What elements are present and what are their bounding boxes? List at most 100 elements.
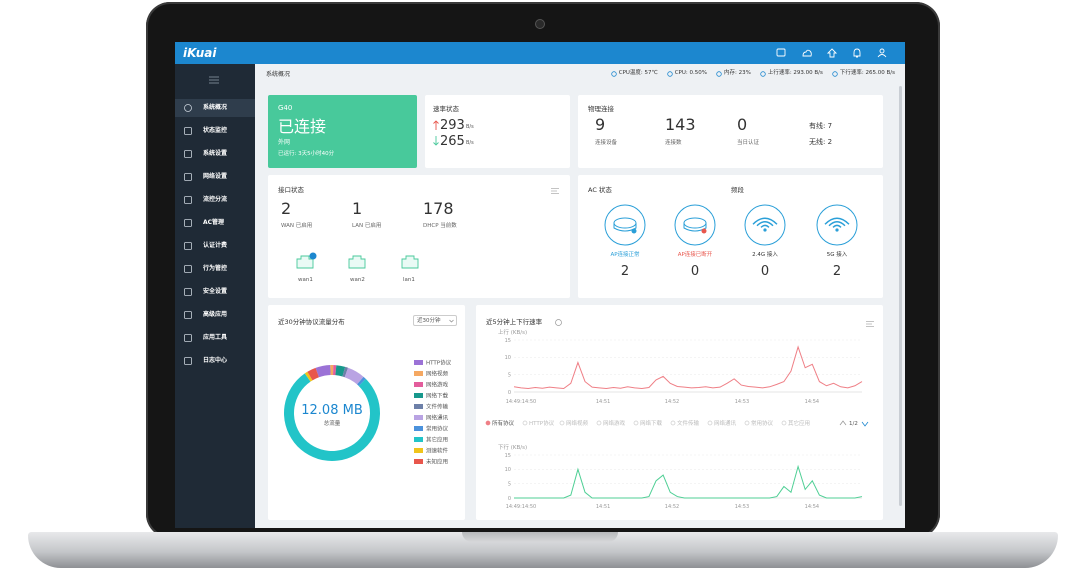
legend-label: 测速软件 <box>426 447 449 455</box>
menu-label: 行为管控 <box>203 265 228 272</box>
status-item: 内存: 23% <box>716 71 751 77</box>
menu-icon <box>184 104 192 112</box>
menu-label: 认证计费 <box>203 242 228 249</box>
legend-label[interactable]: 所有协议 <box>492 419 515 427</box>
legend-marker <box>744 420 750 426</box>
pager-next[interactable] <box>861 421 869 427</box>
legend-label: HTTP协议 <box>426 359 452 367</box>
legend-label: 常用协议 <box>426 425 449 433</box>
port-badge <box>309 252 317 260</box>
speed-line <box>514 464 863 499</box>
menu-item[interactable]: 应用工具 <box>175 329 255 347</box>
x-tick-label: 14:54 <box>805 399 819 405</box>
rate-value: 265 <box>440 134 465 149</box>
legend-label: 未知应用 <box>426 458 448 466</box>
menu-item[interactable]: AC管理 <box>175 214 255 232</box>
menu-toggle[interactable] <box>209 76 219 84</box>
icon-shape <box>184 219 192 227</box>
card-menu[interactable] <box>866 321 874 327</box>
icon-shape <box>716 71 722 77</box>
menu-item[interactable]: 行为管控 <box>175 260 255 278</box>
status-item: 下行速率: 265.00 B/s <box>832 71 895 77</box>
wifi-arc <box>756 221 774 227</box>
menu-icon <box>184 196 192 204</box>
breadcrumb: 系统概况 <box>266 71 291 78</box>
toolbar-icon[interactable] <box>776 48 786 58</box>
ap-shape <box>613 223 637 232</box>
status-text: 上行速率: 293.00 B/s <box>767 70 823 77</box>
icon-shape <box>776 48 786 57</box>
y-tick-label: 10 <box>505 467 511 473</box>
ap-shape <box>683 223 707 232</box>
menu-label: 流控分流 <box>203 196 228 203</box>
range-dropdown[interactable]: 近30分钟 <box>413 315 457 326</box>
toolbar-icon[interactable] <box>877 48 887 58</box>
card-title: 速率状态 <box>433 105 459 113</box>
status-text: CPU: 0.50% <box>674 70 707 77</box>
donut-segment <box>335 365 346 377</box>
status-item: CPU: 0.50% <box>667 71 707 77</box>
legend-marker <box>707 420 713 426</box>
toolbar-icon[interactable] <box>852 48 862 58</box>
y-tick-label: 5 <box>508 481 511 487</box>
wifi-dot <box>763 228 767 232</box>
stat-label: 连接数 <box>665 140 682 146</box>
menu-label: 安全设置 <box>203 288 228 295</box>
legend-label[interactable]: 其它应用 <box>788 419 810 427</box>
icon-shape <box>184 104 192 112</box>
stat-value: 1 <box>352 199 363 218</box>
ac-value: 0 <box>760 264 770 279</box>
menu-item[interactable]: 系统概况 <box>175 99 255 117</box>
menu-item[interactable]: 认证计费 <box>175 237 255 255</box>
icon-shape <box>184 150 192 158</box>
y-tick-label: 10 <box>505 355 511 361</box>
menu-item[interactable]: 安全设置 <box>175 283 255 301</box>
stat-label: DHCP 当前数 <box>423 223 457 229</box>
stat-value: 9 <box>595 115 606 134</box>
toolbar-icon[interactable] <box>802 48 812 58</box>
legend-label[interactable]: 文件传输 <box>677 419 700 427</box>
menu-icon <box>184 219 192 227</box>
legend-label[interactable]: 网络视频 <box>566 419 589 427</box>
menu-icon <box>184 127 192 135</box>
rate-arrow <box>433 120 439 130</box>
ac-label: AP连接已断开 <box>677 252 713 258</box>
pager-prev[interactable] <box>839 420 847 426</box>
status-text: CPU温度: 57℃ <box>618 70 658 77</box>
port-icon <box>401 255 419 269</box>
menu-item[interactable]: 系统设置 <box>175 145 255 163</box>
menu-item[interactable]: 流控分流 <box>175 191 255 209</box>
rate-unit: B/s <box>466 140 474 146</box>
stat-value: 143 <box>665 115 696 134</box>
ac-ring <box>674 204 716 246</box>
legend-label[interactable]: 网络通讯 <box>714 419 737 427</box>
card-title: 近30分钟协议流量分布 <box>278 318 345 326</box>
legend-label[interactable]: 网络下载 <box>640 419 663 427</box>
x-tick-label: 14:49:14:50 <box>506 399 537 405</box>
menu-label: 高级应用 <box>203 311 228 318</box>
logo: iKuai <box>183 46 217 60</box>
menu-item[interactable]: 日志中心 <box>175 352 255 370</box>
toolbar-icon[interactable] <box>826 48 838 58</box>
ac-value: 2 <box>620 264 630 279</box>
status-icon <box>760 71 766 77</box>
legend-marker <box>522 420 528 426</box>
menu-label: 网络设置 <box>203 173 228 180</box>
icon-shape <box>832 71 838 77</box>
stat-label: 连接设备 <box>595 140 618 146</box>
legend-label[interactable]: 网络游戏 <box>603 419 626 427</box>
stat-label: LAN 已启用 <box>352 223 382 229</box>
legend-swatch <box>414 448 423 453</box>
card-title: 接口状态 <box>278 186 304 194</box>
axis-title: 上行 (KB/s) <box>498 328 527 336</box>
legend-label[interactable]: HTTP协议 <box>529 419 555 427</box>
port-icon <box>348 255 366 269</box>
menu-item[interactable]: 网络设置 <box>175 168 255 186</box>
port-icon <box>296 252 317 269</box>
menu-item[interactable]: 状态监控 <box>175 122 255 140</box>
legend-label[interactable]: 常用协议 <box>751 419 774 427</box>
card-menu[interactable] <box>551 188 559 194</box>
menu-item[interactable]: 高级应用 <box>175 306 255 324</box>
status-item: CPU温度: 57℃ <box>611 71 658 77</box>
